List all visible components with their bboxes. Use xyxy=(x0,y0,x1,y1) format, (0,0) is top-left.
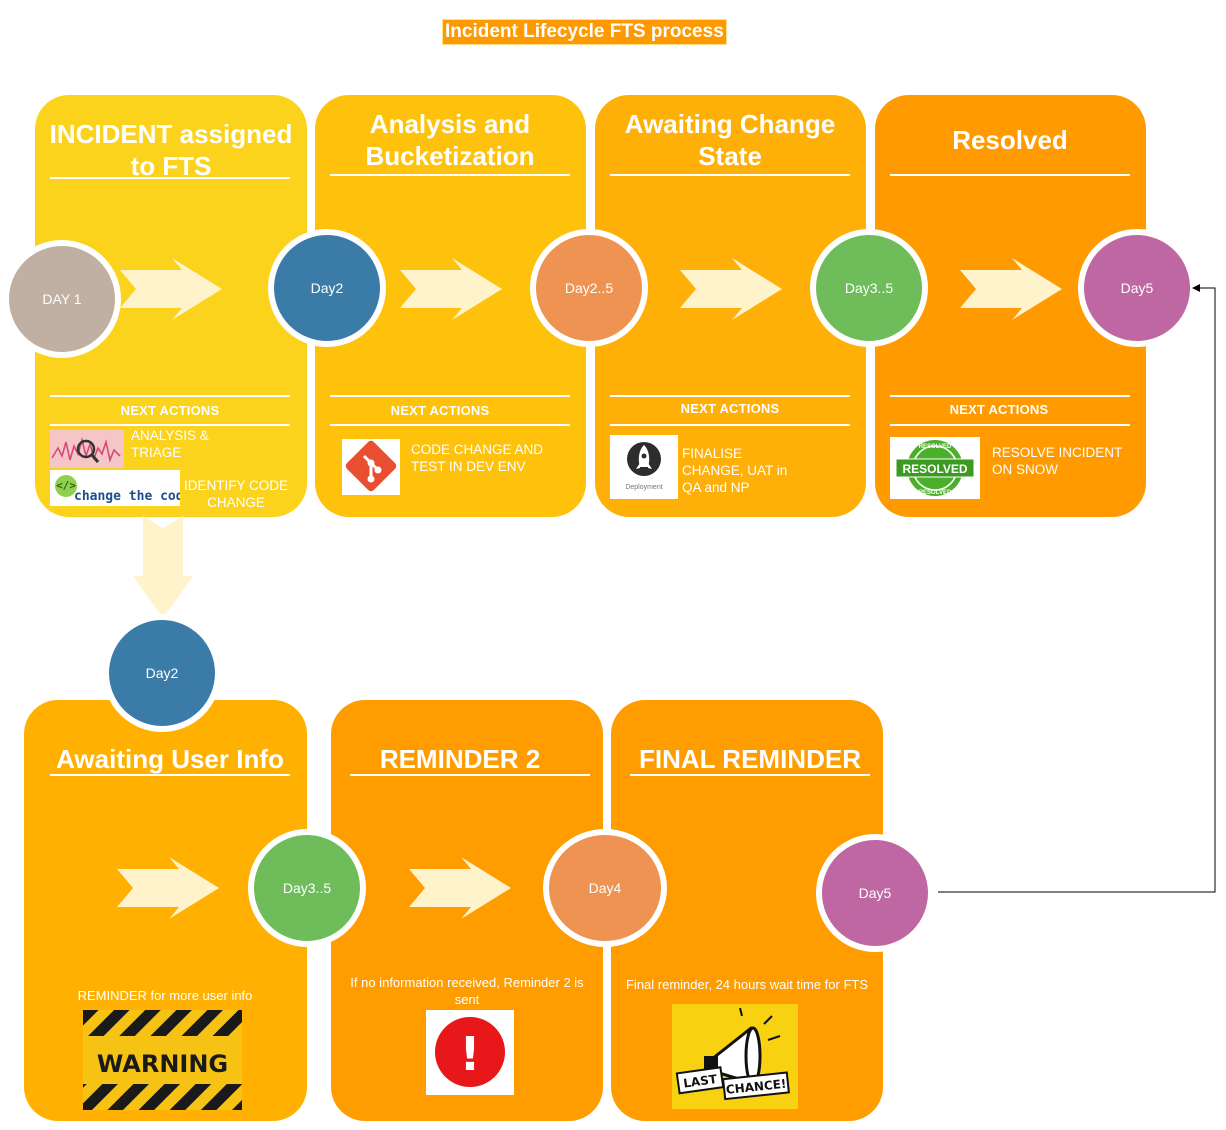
actions-divider xyxy=(610,424,850,426)
title-divider xyxy=(890,174,1130,176)
alert-glyph: ! xyxy=(460,1027,481,1081)
day-circle: Day2..5 xyxy=(530,229,648,347)
day-circle: Day4 xyxy=(543,829,667,947)
next-actions-label: NEXT ACTIONS xyxy=(120,403,220,418)
title-divider xyxy=(630,774,870,776)
actions-divider xyxy=(890,424,1130,426)
action-text: IDENTIFY CODE CHANGE xyxy=(183,478,288,510)
day-circle: Day3..5 xyxy=(248,829,366,947)
git-icon xyxy=(342,439,400,495)
title-divider xyxy=(50,774,290,776)
logo-text: change the code xyxy=(74,489,180,504)
actions-divider xyxy=(50,395,290,397)
resolved-stamp-icon: RESOLVED RESOLVED RESOLVED xyxy=(890,437,980,499)
right-arrow-icon xyxy=(400,258,502,320)
stage-title: INCIDENT assigned to FTS xyxy=(49,119,293,181)
stamp-ring-text: RESOLVED xyxy=(919,444,952,450)
stage-title: Resolved xyxy=(952,125,1068,155)
next-actions-label: NEXT ACTIONS xyxy=(390,403,490,418)
code-icon: </> xyxy=(55,475,77,497)
right-arrow-icon xyxy=(680,258,782,320)
deployment-label: Deployment xyxy=(625,484,663,491)
stamp-ring-text: RESOLVED xyxy=(919,490,952,496)
actions-divider xyxy=(50,424,290,426)
badge-text: CHANCE! xyxy=(725,1077,787,1097)
stage-caption: If no information received, Reminder 2 i… xyxy=(350,975,584,1007)
last-chance-megaphone-icon: LAST CHANCE! xyxy=(672,1004,798,1109)
change-the-code-logo: </> change the code xyxy=(50,470,180,506)
stamp-text: RESOLVED xyxy=(902,462,967,476)
next-actions-label: NEXT ACTIONS xyxy=(680,401,780,416)
day-circle: Day2 xyxy=(103,614,221,732)
stage-title: Awaiting Change State xyxy=(624,109,836,171)
day-circle: Day5 xyxy=(1078,229,1196,347)
stage-caption: REMINDER for more user info xyxy=(77,988,253,1003)
actions-divider xyxy=(330,424,570,426)
next-actions-label: NEXT ACTIONS xyxy=(949,402,1049,417)
stage-title: Awaiting User Info xyxy=(56,744,284,774)
analysis-chart-icon xyxy=(50,430,124,468)
stage-title: REMINDER 2 xyxy=(379,744,541,774)
actions-divider xyxy=(610,395,850,397)
diagram-title: Incident Lifecycle FTS process xyxy=(442,19,727,45)
return-connector xyxy=(938,284,1216,893)
stage-caption: Final reminder, 24 hours wait time for F… xyxy=(625,977,869,992)
right-arrow-icon xyxy=(120,258,222,320)
title-divider xyxy=(50,177,290,179)
action-text: FINALISE CHANGE, UAT in QA and NP xyxy=(682,446,788,495)
title-divider xyxy=(610,174,850,176)
right-arrow-icon xyxy=(409,857,511,919)
warning-sign-icon: WARNING xyxy=(83,1010,242,1110)
right-arrow-icon xyxy=(960,258,1062,320)
day-circle: Day2 xyxy=(268,229,386,347)
title-divider xyxy=(330,174,570,176)
title-divider xyxy=(350,774,590,776)
stage-title: Analysis and Bucketization xyxy=(365,109,535,171)
right-arrow-icon xyxy=(117,857,219,919)
action-text: ANALYSIS & TRIAGE xyxy=(131,428,209,460)
actions-divider xyxy=(330,395,570,397)
warning-text: WARNING xyxy=(97,1050,228,1078)
badge-text: LAST xyxy=(682,1072,718,1091)
alert-icon: ! xyxy=(426,1010,514,1095)
day-circle: Day5 xyxy=(816,834,934,952)
deployment-rocket-icon: Deployment xyxy=(610,435,678,499)
action-text: RESOLVE INCIDENT ON SNOW xyxy=(992,445,1123,477)
day-circle: Day3..5 xyxy=(810,229,928,347)
day-circle: DAY 1 xyxy=(3,240,121,358)
down-arrow-icon xyxy=(133,516,193,618)
action-text: CODE CHANGE AND TEST IN DEV ENV xyxy=(411,442,544,474)
stage-title: FINAL REMINDER xyxy=(639,744,861,774)
actions-divider xyxy=(890,395,1130,397)
